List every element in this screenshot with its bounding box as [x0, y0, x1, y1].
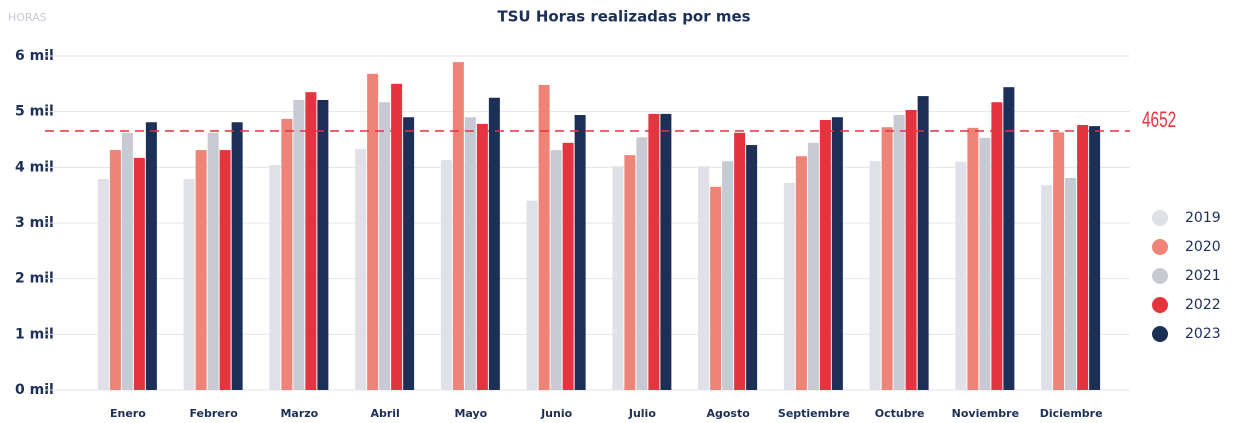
- bar: [109, 150, 121, 390]
- bar: [121, 132, 133, 390]
- x-tick-label: Diciembre: [1040, 407, 1103, 420]
- x-tick-label: Marzo: [280, 407, 318, 420]
- bar: [231, 122, 243, 390]
- bar: [648, 113, 660, 390]
- bar: [783, 182, 795, 390]
- reference-label: 4652: [1142, 108, 1176, 132]
- x-tick-label: Mayo: [454, 407, 487, 420]
- bar: [538, 84, 550, 391]
- bar: [145, 122, 157, 390]
- bar: [698, 166, 710, 390]
- y-tick-label: 4 mil: [15, 159, 54, 175]
- bar: [831, 117, 843, 390]
- x-tick-label: Octubre: [875, 407, 925, 420]
- y-tick-label: 0 mil: [15, 382, 54, 398]
- bar: [379, 102, 391, 390]
- legend-label: 2019: [1185, 210, 1221, 226]
- bar: [526, 200, 538, 390]
- bar: [612, 166, 624, 390]
- bar: [488, 97, 500, 390]
- bar: [403, 117, 415, 390]
- legend-swatch: [1152, 210, 1168, 226]
- bar: [195, 150, 207, 390]
- legend-label: 2022: [1185, 297, 1221, 313]
- y-tick-label: 1 mil: [15, 326, 54, 342]
- legend-swatch: [1152, 297, 1168, 313]
- bar: [305, 92, 317, 390]
- bar: [281, 118, 293, 391]
- y-tick-label: 3 mil: [15, 215, 54, 231]
- bar: [746, 145, 758, 390]
- bar: [452, 62, 464, 391]
- bar: [1089, 126, 1101, 390]
- bar: [795, 156, 807, 390]
- bar: [183, 179, 195, 390]
- y-tick-label: 2 mil: [15, 271, 54, 287]
- y-tick-label: 5 mil: [15, 104, 54, 120]
- legend-label: 2021: [1185, 268, 1221, 284]
- bar: [562, 142, 574, 390]
- y-tick-label: 6 mil: [15, 48, 54, 64]
- bar: [893, 115, 905, 391]
- legend-label: 2023: [1185, 326, 1221, 342]
- x-tick-label: Enero: [110, 407, 146, 420]
- bar: [955, 161, 967, 390]
- bar: [355, 148, 367, 390]
- bar: [710, 186, 722, 390]
- bar: [550, 150, 562, 390]
- bar: [905, 109, 917, 390]
- bar: [97, 179, 109, 390]
- legend-swatch: [1152, 326, 1168, 342]
- bar: [636, 137, 648, 390]
- x-tick-label: Noviembre: [952, 407, 1019, 420]
- bar: [1003, 87, 1015, 390]
- bar: [219, 150, 231, 390]
- bar: [207, 132, 219, 390]
- x-tick-label: Julio: [628, 407, 656, 420]
- bar: [133, 157, 145, 390]
- bar: [464, 117, 476, 390]
- bar: [734, 132, 746, 390]
- bar: [660, 113, 672, 390]
- bar: [819, 120, 831, 391]
- bar: [1053, 132, 1065, 390]
- bar: [440, 160, 452, 390]
- bar: [476, 123, 488, 390]
- legend-label: 2020: [1185, 239, 1221, 255]
- bar: [317, 99, 329, 390]
- bar: [807, 142, 819, 390]
- bar: [1065, 177, 1077, 390]
- bar: [367, 73, 379, 391]
- bar: [722, 161, 734, 390]
- bar: [1041, 185, 1053, 390]
- bar: [391, 83, 403, 390]
- x-tick-label: Junio: [540, 407, 573, 420]
- bar: [624, 155, 636, 390]
- x-tick-label: Septiembre: [778, 407, 850, 420]
- y-axis-label: HORAS: [8, 11, 47, 24]
- x-tick-label: Abril: [370, 407, 399, 420]
- chart-title: TSU Horas realizadas por mes: [497, 8, 750, 26]
- legend-swatch: [1152, 268, 1168, 284]
- bar: [979, 137, 991, 390]
- bar: [574, 115, 586, 391]
- bar: [991, 102, 1003, 390]
- bar: [293, 99, 305, 390]
- legend-swatch: [1152, 239, 1168, 255]
- bar: [881, 127, 893, 391]
- x-tick-label: Agosto: [706, 407, 750, 420]
- bar: [869, 161, 881, 390]
- x-tick-label: Febrero: [189, 407, 238, 420]
- bar: [269, 165, 281, 390]
- bar: [967, 127, 979, 390]
- bar: [917, 96, 929, 390]
- bar: [1077, 125, 1089, 390]
